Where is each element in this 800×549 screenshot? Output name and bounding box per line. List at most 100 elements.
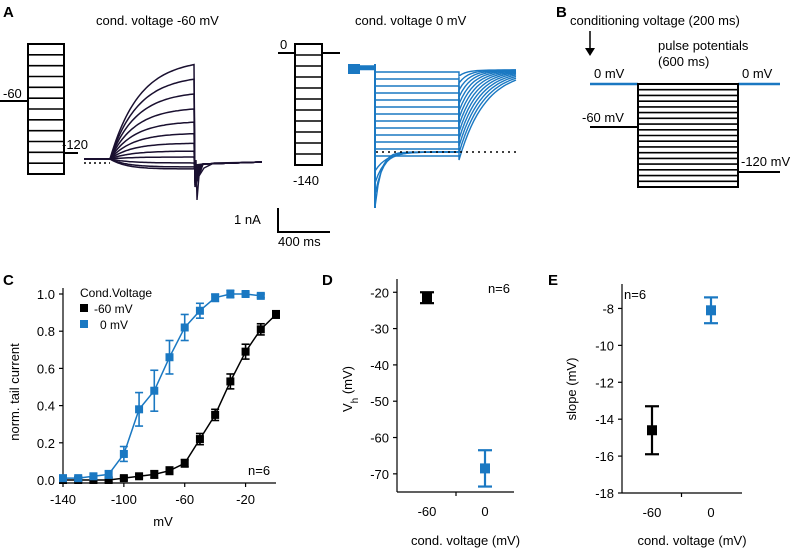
c-x-tick-label: -140 [50,492,76,507]
c-data-point [226,377,235,386]
trace-m60 [84,158,263,171]
trace-0 [360,66,517,112]
c-data-point [119,449,128,458]
chart-c: 0.0 0.2 0.4 0.6 0.8 1.0 -140 -100 -60 -20 mV norm. … [7,286,280,529]
trace-m60 [84,158,263,168]
c-y-tick-label: 0.4 [37,399,55,414]
c-x-axis-label: mV [153,514,173,529]
c-legend-swatch-m60 [80,304,88,312]
c-data-point [211,410,220,419]
c-annotation-n: n=6 [248,463,270,478]
trace-m60 [84,158,263,170]
trace-m60 [84,108,263,182]
trace-0-holding-block [348,64,360,74]
trace-m60 [84,63,263,188]
c-series-0 [59,289,265,483]
chartE-annotation-n: n=6 [624,287,646,302]
pulse-duration-label: (600 ms) [658,54,709,69]
c-legend-title: Cond.Voltage [80,286,152,300]
c-data-point [150,386,159,395]
c-y-tick-label: 0.8 [37,324,55,339]
c-data-point [89,472,98,481]
trace-0 [360,67,517,133]
traces-cond-0 [348,64,517,208]
chartD-data-point [422,292,432,303]
chartE-y-tick-label: -8 [602,301,614,316]
chart-d: -20 -30 -40 -50 -60 -70 -60 0 cond. voltage (mV)… [340,279,520,548]
panel-b-label: B [556,4,567,21]
chartE-x-tick-label: -60 [643,505,662,520]
protocol-right-label-0: 0 [280,37,287,52]
chartD-series-0 [478,449,492,488]
protocol-ladder-left [27,43,65,175]
c-x-tick-label: -20 [236,492,255,507]
trace-m60 [84,150,263,175]
c-data-point [119,474,128,483]
trace-m60 [84,156,263,173]
panel-c: C 0.0 0.2 0.4 0.6 0.8 1.0 -140 -100 -60 -20 mV norm… [3,272,280,529]
c-legend-swatch-0 [80,320,88,328]
trace-m60 [84,142,263,178]
c-data-point [241,290,250,298]
chartE-series-0 [704,296,718,325]
chartD-y-tick-label: -20 [370,285,389,300]
scale-bar-current-label: 1 nA [234,212,261,227]
chart-e: -8 -10 -12 -14 -16 -18 -60 0 cond. voltage (mV) n… [564,284,747,548]
c-data-point [226,290,235,298]
chartD-y-tick-label: -50 [370,394,389,409]
b-left-0mv-label: 0 mV [594,66,625,81]
protocol-left-label-m60: -60 [3,86,22,101]
c-legend-label-0: 0 mV [100,318,128,332]
chartE-y-tick-label: -18 [595,486,614,501]
panel-d: D -20 -30 -40 -50 -60 -70 -60 0 cond. voltage (m… [322,272,520,548]
chartD-data-point [480,463,490,474]
chartE-y-tick-label: -16 [595,449,614,464]
trace-0 [360,68,517,154]
c-data-point [256,291,265,300]
c-data-point [195,435,204,444]
chartE-x-axis-label: cond. voltage (mV) [637,533,746,548]
b-left-m60-label: -60 mV [582,110,624,125]
panel-e: E -8 -10 -12 -14 -16 -18 -60 0 cond. voltage (mV… [548,272,747,548]
chartD-y-tick-label: -60 [370,431,389,446]
chartD-y-tick-label: -70 [370,467,389,482]
chartD-x-tick-label: -60 [418,504,437,519]
chartD-x-tick-label: 0 [481,504,488,519]
conditioning-voltage-label: conditioning voltage (200 ms) [570,13,740,28]
protocol-right-outline [294,43,323,166]
c-fit-line [63,313,277,481]
trace-0 [360,66,517,105]
c-series-m60 [59,309,280,484]
c-data-point [104,470,113,479]
c-y-axis-label: norm. tail current [7,343,22,441]
chartE-series-m60 [645,405,659,456]
tail-current-m60 [195,159,263,201]
panel-e-label: E [548,272,558,289]
trace-0 [360,67,517,126]
panel-c-label: C [3,272,14,289]
c-data-point [211,293,220,302]
trace-0 [360,68,517,147]
chartD-x-axis-label: cond. voltage (mV) [411,533,520,548]
trace-m60 [84,121,263,182]
c-y-tick-label: 0.0 [37,473,55,488]
trace-m60 [84,78,263,186]
c-data-point [59,474,67,483]
c-x-tick-label: -100 [111,492,137,507]
chartE-y-tick-label: -10 [595,338,614,353]
chartD-y-tick-label: -40 [370,358,389,373]
c-data-point [180,323,189,332]
chartD-annotation-n: n=6 [488,281,510,296]
trace-m60 [84,132,263,180]
conditioning-arrow-head [585,48,595,56]
chartE-data-point [706,305,716,316]
trace-0-inward-transient [374,151,459,173]
c-data-point [195,306,204,315]
protocol-right-label-m140: -140 [293,173,319,188]
panel-d-label: D [322,272,333,289]
trace-m60 [84,93,263,184]
c-data-point [135,472,144,481]
c-x-tick-label: -60 [175,492,194,507]
panel-b: B conditioning voltage (200 ms) pulse po… [556,4,790,188]
